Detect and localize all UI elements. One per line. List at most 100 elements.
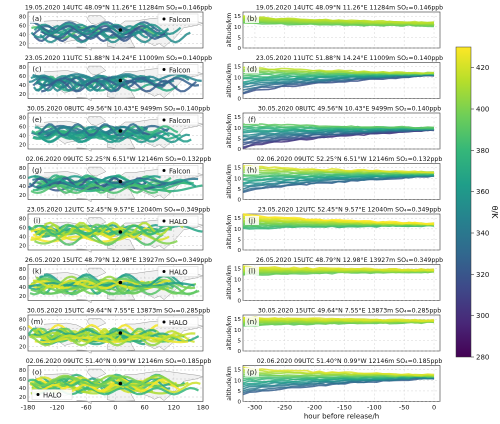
altitude-panel: 19.05.2020 14UTC 48.09°N 11.26°E 11284m … bbox=[226, 4, 443, 53]
legend-box bbox=[157, 64, 199, 75]
altitude-trajectory bbox=[242, 164, 435, 174]
trajectory-strand bbox=[33, 374, 185, 387]
map-panel-label: (c) bbox=[32, 66, 42, 74]
trajectory-strand bbox=[33, 79, 128, 92]
map-panel-title: 02.06.2020 09UTC 51.40°N 0.99°W 12146m S… bbox=[26, 357, 212, 365]
map-panel: 19.05.2020 14UTC 48.09°N 11.26°E 11284m … bbox=[19, 4, 212, 51]
altitude-trajectory bbox=[242, 66, 435, 75]
trajectory-strand bbox=[30, 184, 159, 195]
release-point bbox=[118, 129, 123, 133]
map-ytick-label: 60 bbox=[19, 327, 26, 333]
colorbar-tick-label: 420 bbox=[476, 64, 489, 72]
map-ytick-label: 40 bbox=[19, 83, 26, 89]
alt-ytick-label: 10 bbox=[234, 126, 241, 132]
altitude-panel: 02.06.2020 09UTC 52.25°N 6.51°W 12146m S… bbox=[226, 155, 442, 204]
time-xlabel: hour before release/h bbox=[304, 413, 379, 421]
colorbar-ticks: 420 400 380 360 340 320 300 280 bbox=[471, 64, 489, 362]
map-panel-label: (o) bbox=[32, 369, 42, 377]
map-panel-title: 23.05.2020 12UTC 52.45°N 9.57°E 12040m S… bbox=[27, 206, 210, 214]
map-ytick-label: 40 bbox=[19, 33, 26, 39]
map-xtick-label: -60 bbox=[81, 404, 92, 412]
altitude-panel-title: 02.06.2020 09UTC 52.25°N 6.51°W 12146m S… bbox=[257, 155, 443, 163]
legend-box bbox=[157, 13, 199, 25]
altitude-trajectory bbox=[242, 15, 435, 24]
map-xtick-label: -120 bbox=[50, 404, 65, 412]
map-ytick-label: 80 bbox=[19, 318, 26, 324]
alt-ytick-label: 5 bbox=[238, 86, 242, 92]
map-xtick-label: 120 bbox=[168, 404, 180, 412]
alt-ytick-label: 10 bbox=[234, 75, 241, 81]
map-ytick-label: 60 bbox=[19, 377, 26, 383]
altitude-panel-title: 23.05.2020 11UTC 51.88°N 14.24°E 11009m … bbox=[256, 54, 443, 62]
altitude-trajectory bbox=[242, 123, 435, 129]
map-panel-label-box bbox=[30, 165, 44, 175]
altitude-panel-label-box bbox=[245, 14, 259, 23]
legend-marker bbox=[162, 270, 166, 273]
colorbar: 420 400 380 360 340 320 300 280 θ/K bbox=[455, 46, 499, 362]
alt-ylabel: altitude/km bbox=[226, 63, 233, 98]
legend-label: Falcon bbox=[169, 117, 191, 125]
alt-ytick-label: 15 bbox=[234, 368, 241, 374]
map-xtick-label: 0 bbox=[113, 404, 117, 412]
map-ytick-label: 60 bbox=[19, 175, 26, 181]
map-panel: 30.05.2020 15UTC 49.64°N 7.55°E 13873m S… bbox=[19, 307, 210, 354]
altitude-trajectory bbox=[242, 74, 435, 91]
legend-label: Falcon bbox=[169, 67, 191, 75]
map-ytick-label: 20 bbox=[19, 395, 26, 401]
map-ytick-label: 60 bbox=[19, 74, 26, 80]
map-ytick-label: 80 bbox=[19, 166, 26, 172]
time-xtick-label: 0 bbox=[432, 404, 436, 412]
colorbar-bar bbox=[455, 46, 472, 358]
map-panel-title: 26.05.2020 15UTC 48.79°N 12.98°E 13927m … bbox=[25, 256, 212, 264]
map-panel-label: (e) bbox=[32, 116, 42, 124]
alt-ytick-label: 0 bbox=[238, 46, 242, 52]
altitude-panel-label-box bbox=[245, 216, 259, 225]
map-ytick-label: 20 bbox=[19, 244, 26, 250]
map-panel-label-box bbox=[30, 216, 44, 225]
colorbar-tick-label: 360 bbox=[476, 188, 489, 196]
legend-label: HALO bbox=[169, 218, 188, 226]
altitude-panel-label-box bbox=[245, 115, 259, 124]
trajectory-strand bbox=[37, 24, 132, 32]
altitude-trajectory bbox=[242, 375, 435, 384]
colorbar-tick-label: 380 bbox=[476, 147, 489, 155]
alt-ylabel: altitude/km bbox=[226, 366, 233, 401]
alt-ytick-label: 5 bbox=[238, 187, 242, 193]
map-panel: 26.05.2020 15UTC 48.79°N 12.98°E 13927m … bbox=[19, 256, 212, 304]
trajectory-strand bbox=[32, 279, 128, 289]
altitude-trajectory bbox=[242, 128, 435, 142]
map-panel-label-box bbox=[30, 115, 44, 124]
release-point bbox=[118, 230, 123, 234]
trajectory-strand bbox=[40, 334, 186, 343]
map-panel-title: 02.06.2020 09UTC 52.25°N 6.51°W 12146m S… bbox=[26, 155, 212, 163]
trajectory-strand bbox=[33, 277, 150, 285]
altitude-trajectory bbox=[242, 167, 435, 174]
map-panel-label: (i) bbox=[33, 217, 41, 225]
map-ytick-label: 20 bbox=[19, 193, 26, 199]
trajectory-strand bbox=[38, 383, 125, 393]
altitude-panel-label-box bbox=[245, 165, 259, 175]
map-ytick-label: 20 bbox=[19, 92, 26, 98]
altitude-frame bbox=[242, 11, 441, 49]
map-panel-label-box bbox=[30, 64, 44, 74]
alt-ylabel: altitude/km bbox=[226, 13, 233, 48]
map-ytick-label: 20 bbox=[19, 294, 26, 300]
alt-ytick-label: 0 bbox=[238, 147, 242, 153]
altitude-panel-label: (p) bbox=[247, 369, 257, 377]
release-point bbox=[118, 78, 123, 83]
altitude-panel-title: 02.06.2020 09UTC 51.40°N 0.99°W 12146m S… bbox=[257, 357, 443, 365]
release-point bbox=[118, 381, 123, 386]
map-ytick-label: 40 bbox=[19, 336, 26, 342]
map-panel: 23.05.2020 11UTC 51.88°N 14.24°E 11009m … bbox=[19, 54, 212, 102]
map-panel-title: 23.05.2020 11UTC 51.88°N 14.24°E 11009m … bbox=[25, 54, 212, 62]
trajectory-strand bbox=[28, 74, 151, 84]
legend-marker bbox=[162, 320, 166, 324]
map-ytick-label: 40 bbox=[19, 285, 26, 291]
map-ytick-label: 40 bbox=[19, 386, 26, 392]
legend-label: Falcon bbox=[169, 16, 191, 24]
altitude-panel: 23.05.2020 12UTC 52.45°N 9.57°E 12040m S… bbox=[226, 206, 441, 255]
map-xtick-label: 60 bbox=[141, 404, 149, 412]
colorbar-tick-label: 400 bbox=[476, 106, 489, 114]
altitude-trajectory bbox=[242, 126, 435, 130]
alt-ytick-label: 0 bbox=[238, 198, 242, 204]
